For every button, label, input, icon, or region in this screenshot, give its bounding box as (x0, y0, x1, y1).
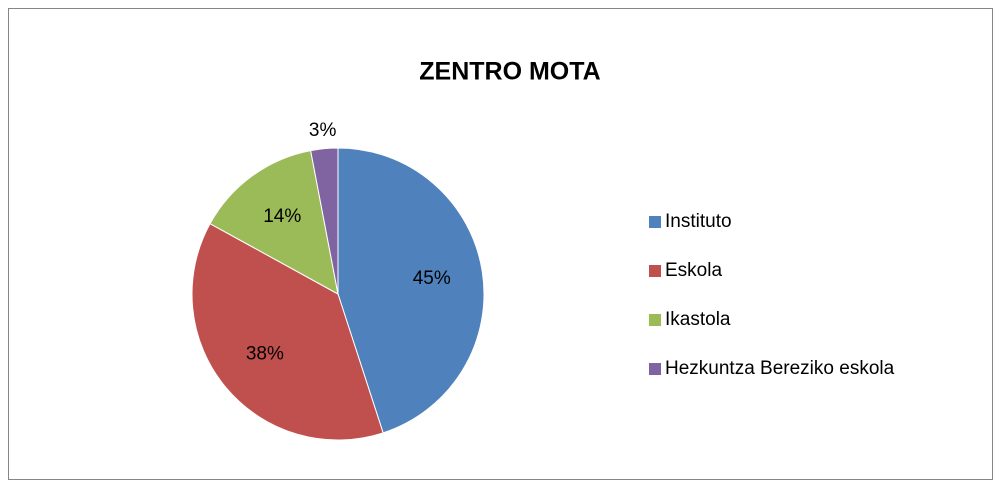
data-label: 3% (309, 120, 337, 141)
legend-label: Hezkuntza Bereziko eskola (665, 358, 895, 379)
pie-slice (209, 150, 339, 295)
pie-slice (191, 222, 384, 441)
data-label: 14% (263, 206, 301, 227)
legend-swatch (649, 265, 661, 277)
chart-frame (8, 8, 993, 480)
pie-slice (337, 147, 485, 434)
legend-swatch (649, 216, 661, 228)
data-label: 45% (413, 268, 451, 289)
pie-slice (310, 147, 339, 295)
legend-label: Instituto (665, 211, 732, 232)
legend-label: Eskola (665, 260, 722, 281)
chart-title: ZENTRO MOTA (419, 58, 600, 86)
legend-swatch (649, 314, 661, 326)
legend-label: Ikastola (665, 309, 731, 330)
legend-swatch (649, 363, 661, 375)
data-label: 38% (246, 344, 284, 365)
